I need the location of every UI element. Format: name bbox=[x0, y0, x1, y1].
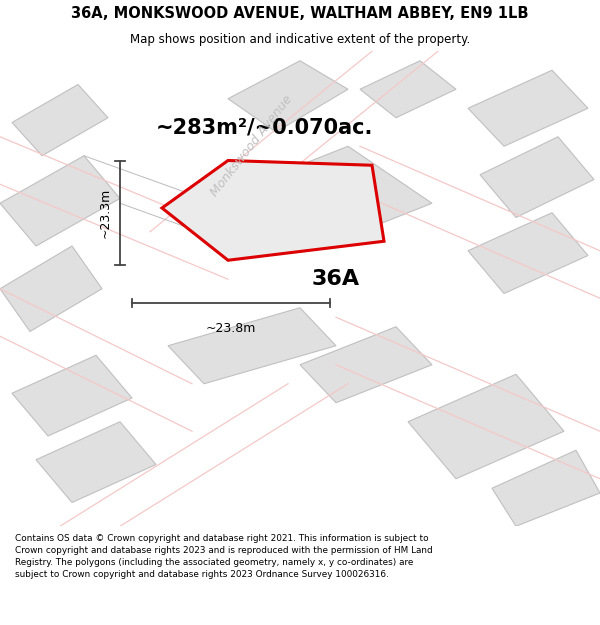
Polygon shape bbox=[0, 156, 120, 246]
Text: Contains OS data © Crown copyright and database right 2021. This information is : Contains OS data © Crown copyright and d… bbox=[15, 534, 433, 579]
Polygon shape bbox=[162, 161, 384, 260]
Polygon shape bbox=[0, 246, 102, 331]
Text: Map shows position and indicative extent of the property.: Map shows position and indicative extent… bbox=[130, 34, 470, 46]
Polygon shape bbox=[228, 61, 348, 132]
Polygon shape bbox=[168, 308, 336, 384]
Polygon shape bbox=[360, 61, 456, 118]
Text: ~23.8m: ~23.8m bbox=[206, 322, 256, 335]
Text: ~283m²/~0.070ac.: ~283m²/~0.070ac. bbox=[155, 118, 373, 138]
Text: ~23.3m: ~23.3m bbox=[98, 188, 112, 238]
Polygon shape bbox=[36, 422, 156, 502]
Text: Monkswood Avenue: Monkswood Avenue bbox=[209, 93, 295, 199]
Polygon shape bbox=[300, 327, 432, 402]
Polygon shape bbox=[492, 450, 600, 526]
Polygon shape bbox=[12, 355, 132, 436]
Polygon shape bbox=[12, 84, 108, 156]
Polygon shape bbox=[468, 213, 588, 294]
Polygon shape bbox=[252, 146, 432, 241]
Text: 36A, MONKSWOOD AVENUE, WALTHAM ABBEY, EN9 1LB: 36A, MONKSWOOD AVENUE, WALTHAM ABBEY, EN… bbox=[71, 6, 529, 21]
Polygon shape bbox=[468, 70, 588, 146]
Polygon shape bbox=[408, 374, 564, 479]
Text: 36A: 36A bbox=[312, 269, 360, 289]
Polygon shape bbox=[480, 137, 594, 218]
